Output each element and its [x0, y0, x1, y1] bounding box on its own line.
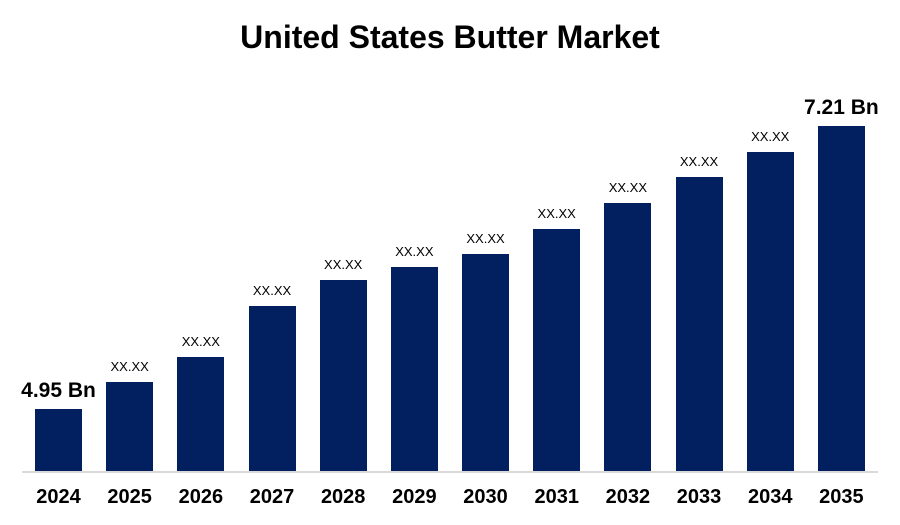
bar	[675, 177, 723, 472]
bars-row: 4.95 Bn XX.XX XX.XX XX.XX XX.XX XX.XX XX…	[21, 96, 879, 472]
bar-group: XX.XX	[177, 333, 225, 472]
bar-value-label: XX.XX	[466, 230, 505, 246]
bar	[817, 126, 865, 472]
bar-group: XX.XX	[319, 256, 367, 472]
bar-value-label: XX.XX	[395, 243, 434, 259]
category-label: 2024	[36, 486, 81, 508]
bar-value-label: XX.XX	[537, 205, 576, 221]
bar-group: XX.XX	[462, 230, 510, 472]
bar	[319, 280, 367, 472]
bar	[462, 254, 510, 472]
bar-group: 4.95 Bn	[21, 379, 96, 472]
category-label: 2032	[605, 486, 651, 508]
bar-group: 7.21 Bn	[804, 96, 879, 472]
bar-value-label: XX.XX	[252, 282, 292, 298]
bar	[604, 203, 652, 472]
bar-group: XX.XX	[390, 243, 438, 472]
bar	[35, 409, 82, 472]
bar-value-label: 7.21 Bn	[804, 95, 879, 119]
bar-group: XX.XX	[746, 128, 794, 472]
bar	[390, 267, 438, 472]
category-label: 2027	[249, 486, 295, 508]
bar-group: XX.XX	[106, 358, 154, 472]
category-label: 2026	[178, 486, 224, 508]
bar-value-label: XX.XX	[608, 179, 648, 195]
category-label: 2030	[463, 486, 508, 508]
category-label: 2029	[392, 486, 437, 508]
bar	[177, 357, 225, 472]
bar-value-label: XX.XX	[751, 128, 790, 144]
category-label: 2025	[107, 486, 152, 508]
bar-group: XX.XX	[675, 153, 723, 472]
bar-value-label: 4.95 Bn	[21, 378, 96, 402]
category-label: 2031	[534, 486, 579, 508]
chart-title: United States Butter Market	[240, 19, 660, 55]
category-label: 2035	[819, 486, 864, 508]
category-label: 2028	[320, 486, 366, 508]
bar	[746, 152, 794, 472]
bar	[248, 306, 296, 472]
bar-group: XX.XX	[248, 282, 296, 472]
bar-value-label: XX.XX	[679, 153, 719, 169]
bar	[533, 229, 581, 472]
category-label: 2034	[747, 486, 793, 508]
bar-group: XX.XX	[604, 179, 652, 472]
category-label: 2033	[676, 486, 722, 508]
bar-value-label: XX.XX	[181, 333, 220, 349]
bar-value-label: XX.XX	[324, 256, 363, 272]
bar-value-label: XX.XX	[110, 358, 149, 374]
years-row: 2024 2025 2026 2027 2028 2029 2030 2031 …	[35, 486, 865, 509]
bar	[106, 382, 154, 472]
x-axis-line	[22, 471, 878, 473]
bar-group: XX.XX	[533, 205, 581, 472]
